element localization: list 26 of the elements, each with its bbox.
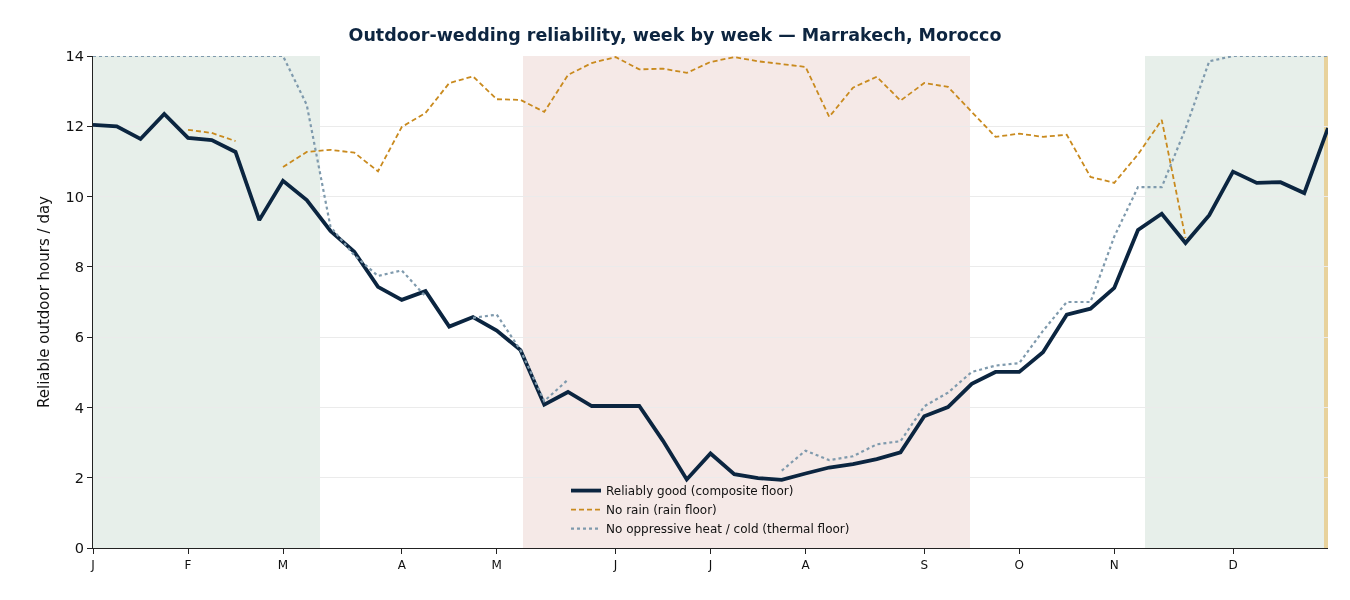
chart-title: Outdoor-wedding reliability, week by week — Marrakech, Morocco xyxy=(348,24,1002,45)
x-tick-label: M xyxy=(277,557,289,572)
x-tick-label: S xyxy=(920,557,929,572)
x-tick-label: A xyxy=(801,557,811,572)
x-tick-label: D xyxy=(1228,557,1238,572)
y-tick-label: 2 xyxy=(74,469,84,486)
y-tick-label: 12 xyxy=(65,118,84,135)
x-tick-label: N xyxy=(1109,557,1119,572)
x-tick-label: A xyxy=(397,557,407,572)
x-tick-label: F xyxy=(184,557,192,572)
legend-label: No rain (rain floor) xyxy=(606,503,717,518)
y-tick-label: 8 xyxy=(74,258,84,275)
x-tick-label: J xyxy=(90,557,95,572)
y-tick-label: 10 xyxy=(65,188,84,205)
y-tick-label: 14 xyxy=(65,48,84,65)
line-series xyxy=(93,112,1328,482)
x-tick-label: M xyxy=(491,557,502,572)
x-tick-label: J xyxy=(612,557,618,572)
y-axis-title: Reliable outdoor hours / day xyxy=(34,195,53,408)
x-tick-label: J xyxy=(707,557,713,572)
y-tick-label: 0 xyxy=(74,540,84,557)
legend-label: Reliably good (composite floor) xyxy=(606,484,794,499)
legend-label: No oppressive heat / cold (thermal floor) xyxy=(606,522,850,537)
x-tick-label: O xyxy=(1014,557,1024,572)
y-tick-label: 6 xyxy=(74,329,84,346)
y-tick-label: 4 xyxy=(74,399,84,416)
